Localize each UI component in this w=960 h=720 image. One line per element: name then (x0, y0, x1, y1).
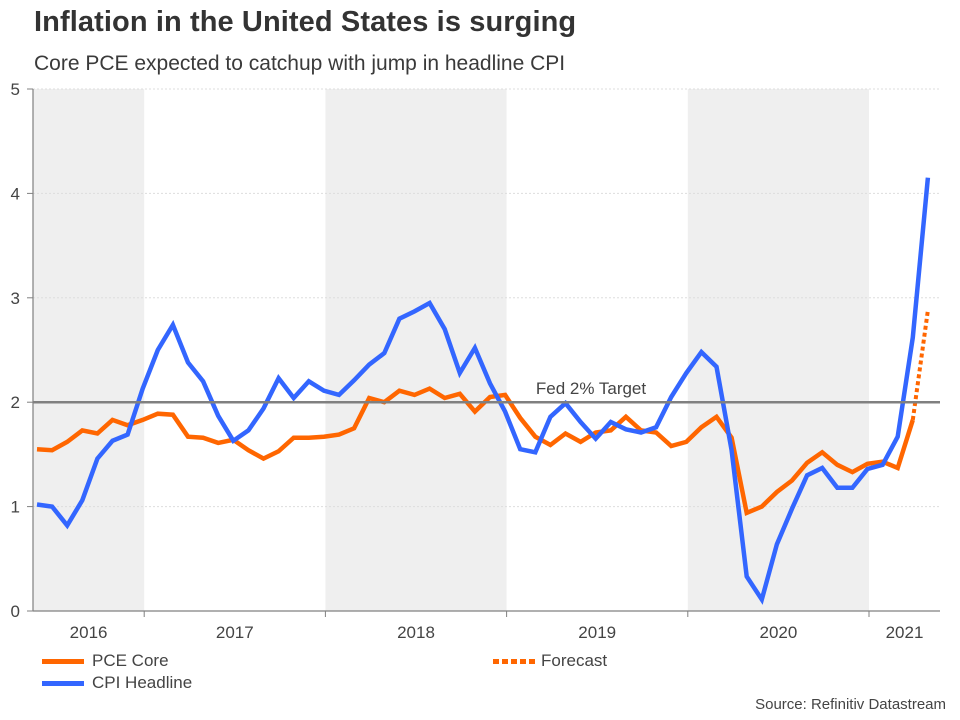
series-line-forecast (910, 310, 930, 421)
legend-item-pce-core: PCE Core (42, 651, 169, 671)
y-tick-label-4: 4 (11, 184, 20, 203)
cpi-headline-swatch (42, 680, 84, 686)
shade-band-2016 (33, 89, 145, 611)
chart-title: Inflation in the United States is surgin… (34, 6, 577, 38)
chart-subtitle: Core PCE expected to catchup with jump i… (34, 52, 566, 75)
legend-label-cpi-headline: CPI Headline (92, 673, 193, 692)
y-tick-label-2: 2 (11, 393, 20, 412)
legend-item-forecast: Forecast (493, 651, 607, 671)
x-tick-label-2020: 2020 (759, 623, 797, 642)
fed-target-label-background (518, 375, 664, 400)
source-note: Source: Refinitiv Datastream (755, 696, 946, 713)
x-tick-label-2018: 2018 (397, 623, 435, 642)
x-tick-label-2021: 2021 (886, 623, 924, 642)
series-line-cpi-headline (36, 177, 931, 605)
axes: 0 1 2 3 4 5 2016 2017 2018 2019 2020 2021 (11, 80, 940, 642)
x-tick-label-2019: 2019 (578, 623, 616, 642)
shade-band-2020 (687, 89, 869, 611)
fed-target-line-group: Fed 2% Target (33, 375, 940, 404)
x-tick-label-2016: 2016 (70, 623, 108, 642)
y-tick-label-1: 1 (11, 498, 20, 517)
series-lines (36, 177, 931, 605)
shade-band-2018 (325, 89, 507, 611)
fed-target-label: Fed 2% Target (536, 379, 647, 398)
y-tick-label-5: 5 (11, 80, 20, 99)
forecast-swatch (493, 658, 535, 664)
legend-label-pce-core: PCE Core (92, 651, 169, 670)
x-tick-label-2017: 2017 (216, 623, 254, 642)
legend-item-cpi-headline: CPI Headline (42, 673, 192, 693)
series-line-pce-core (36, 386, 915, 517)
legend-label-forecast: Forecast (541, 651, 608, 670)
y-tick-label-3: 3 (11, 289, 20, 308)
pce-core-swatch (42, 658, 84, 664)
y-tick-label-0: 0 (11, 602, 20, 621)
